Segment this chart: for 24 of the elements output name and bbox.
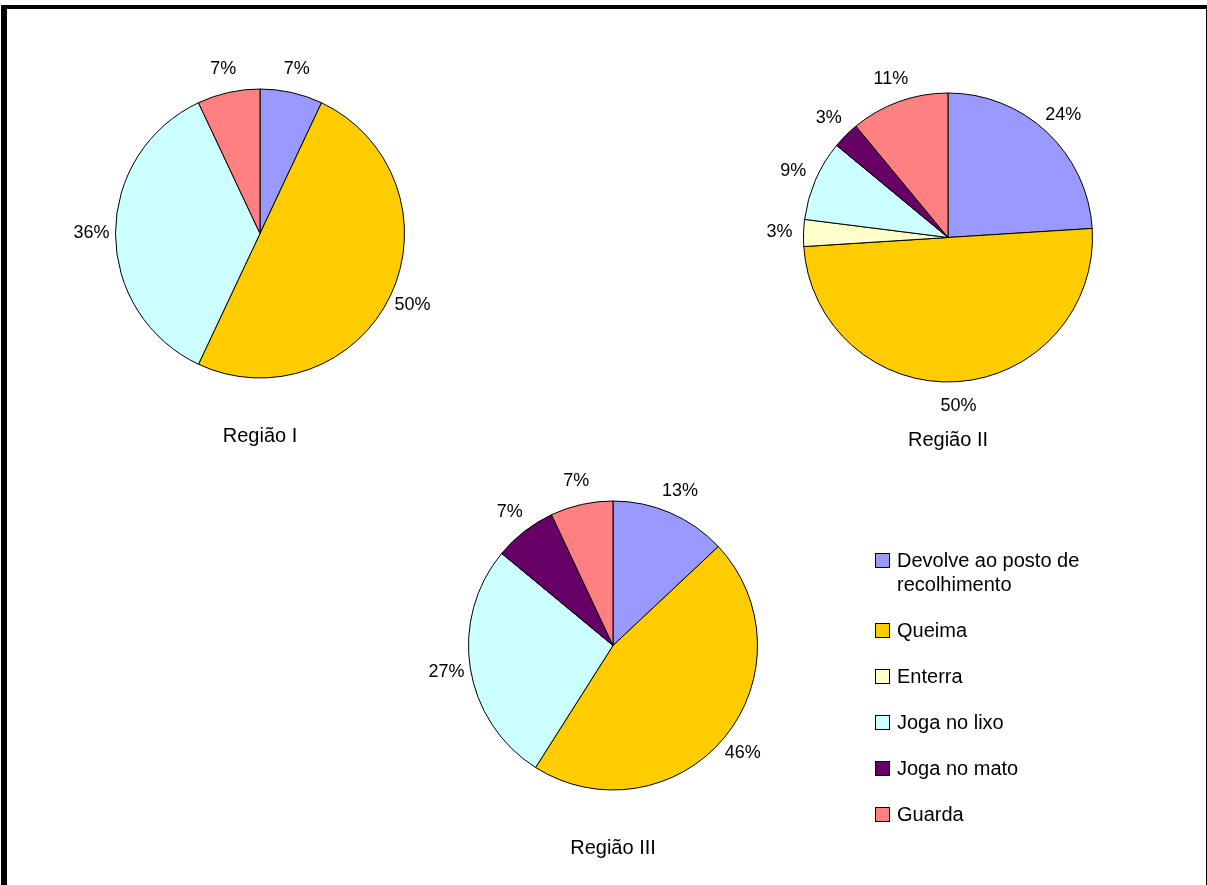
data-label: 9% [780,159,807,180]
data-label: 7% [210,58,237,79]
data-label: 7% [283,58,310,79]
data-label: 7% [496,501,523,522]
slice-label: Região I [222,423,298,446]
data-label: 11% [873,67,909,88]
data-label: 3% [815,107,842,128]
data-label: 3% [766,221,793,242]
legend-label: Enterra [897,664,963,688]
legend-label: Guarda [897,802,964,826]
data-label: 46% [724,741,761,762]
data-label: 36% [73,222,110,243]
legend-label: Joga no lixo [897,710,1004,734]
slice-label: Região II [907,427,989,450]
legend-label: Devolve ao posto de recolhimento [897,548,1081,596]
slice-label: Região III [570,835,656,858]
data-label: 24% [1045,103,1082,124]
legend-label: Joga no mato [897,756,1019,780]
data-label: 50% [940,394,977,415]
legend-label: Queima [897,618,968,642]
data-label: 7% [563,470,590,491]
data-label: 27% [428,660,465,681]
data-label: 50% [394,294,431,315]
data-label: 13% [661,479,698,500]
